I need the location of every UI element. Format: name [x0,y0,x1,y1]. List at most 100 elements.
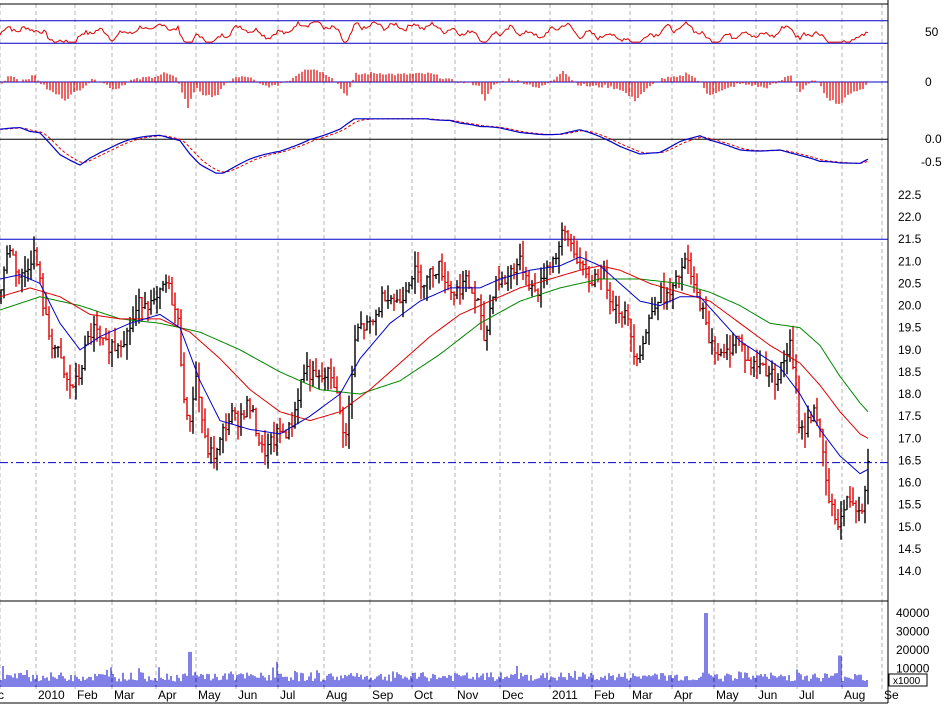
price-tick-label: 16.0 [898,476,922,490]
ohlc-bar [20,268,24,293]
ohlc-bar [92,315,96,352]
price-tick-label: 19.0 [898,343,922,357]
ohlc-bar [410,275,414,290]
ohlc-bar [695,273,699,297]
volume-tick-label: 40000 [896,606,930,620]
ohlc-bar [791,325,795,370]
ohlc-bar [845,495,849,511]
ohlc-bar [164,274,168,293]
ohlc-bar [308,359,312,392]
ohlc-bar [527,270,531,291]
ma-long-line [0,278,869,413]
rsi-panel: 50 [0,20,939,44]
ohlc-bar [137,288,141,324]
ohlc-bar [365,315,369,331]
x-tick-label: Nov [457,688,478,702]
ohlc-bar [659,282,663,304]
x-tick-label: Jul [280,688,295,702]
ohlc-bar [443,262,447,294]
ohlc-bar [173,292,177,324]
ohlc-bar [866,448,870,505]
x-tick-label: Sep [372,688,394,702]
ohlc-bar [722,343,726,358]
macd-tick-label: 0.0 [925,132,942,146]
histogram-panel: 0 [0,69,932,108]
ohlc-bar [53,344,57,359]
ohlc-bar [362,322,366,340]
ohlc-bar [77,364,81,386]
ohlc-bar [548,261,552,276]
ohlc-bar [386,285,390,309]
ohlc-bar [512,263,516,280]
volume-tick-label: 30000 [896,625,930,639]
panel-separators [0,0,889,704]
grid-lines [0,4,883,690]
ohlc-bar [371,319,375,326]
x-tick-label: Aug [326,688,347,702]
ohlc-bar [197,362,201,413]
ohlc-bar [674,270,678,289]
ohlc-bar [143,291,147,310]
ohlc-bar [458,273,462,305]
ohlc-bar [614,295,618,324]
ohlc-bar [140,297,144,323]
ohlc-bar [539,267,543,308]
ohlc-bar [521,240,525,281]
ohlc-bar [158,287,162,310]
ohlc-bar [212,436,216,469]
ohlc-bar [449,280,453,301]
ohlc-bar [200,396,204,434]
ohlc-bar [245,395,249,418]
price-tick-label: 21.0 [898,254,922,268]
x-tick-label: Aug [844,688,865,702]
rsi-tick-label: 50 [925,25,939,39]
ohlc-bar [239,403,243,436]
ohlc-bar [260,434,264,453]
ohlc-bar [68,364,72,399]
ohlc-bar [227,413,231,436]
ohlc-bar [464,270,468,293]
ohlc-bar [635,353,639,367]
x-tick-label: Jul [799,688,814,702]
volume-tick-label: 10000 [896,662,930,676]
ohlc-bar [437,260,441,284]
ohlc-bar [611,290,615,312]
ohlc-bar [518,243,522,271]
ohlc-bar [383,289,387,302]
ohlc-bar [374,309,378,336]
volume-tick-label: 20000 [896,643,930,657]
ohlc-bar [716,342,720,361]
ohlc-bar [623,301,627,325]
ohlc-bar [320,362,324,383]
ohlc-bar [746,346,750,361]
ohlc-bar [632,324,636,365]
ohlc-bar [311,360,315,387]
ohlc-bar [404,282,408,304]
ohlc-bar [515,258,519,286]
x-tick-label: May [716,688,739,702]
ohlc-bar [830,493,834,517]
ohlc-bar [854,500,858,524]
ohlc-bar [455,280,459,300]
ohlc-bar [203,408,207,439]
ohlc-bar [530,280,534,297]
ohlc-bar [14,250,18,287]
ohlc-bar [113,327,117,352]
ohlc-bar [257,432,261,446]
ohlc-bar [326,366,330,390]
price-tick-label: 22.0 [898,210,922,224]
ohlc-bar [575,240,579,265]
ohlc-bar [773,363,777,400]
ohlc-bar [428,268,432,290]
ohlc-bar [647,314,651,345]
ma-medium-line [0,265,869,439]
ohlc-bar [485,325,489,351]
price-tick-label: 16.5 [898,453,922,467]
ohlc-bar [743,343,747,374]
rsi-line [0,20,869,43]
macd-tick-label: -0.5 [921,155,942,169]
price-tick-label: 17.0 [898,431,922,445]
ohlc-bar [8,244,12,258]
ohlc-bar [341,406,345,448]
